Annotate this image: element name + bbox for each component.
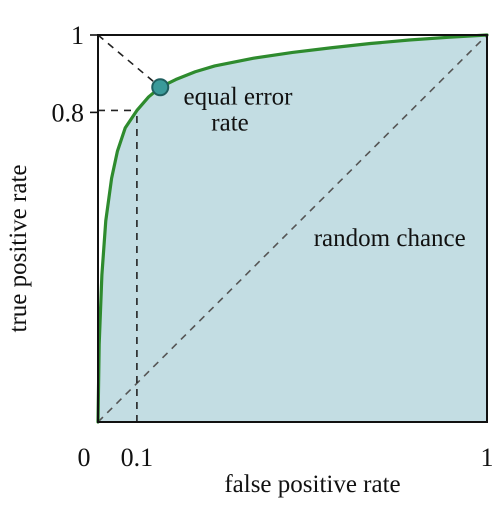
random-chance-line (97, 34, 488, 423)
plot-frame (97, 34, 488, 423)
y-tick-label: 1 (71, 21, 84, 50)
x-tick-label: 0 (78, 443, 91, 472)
annotation-equal-error-rate-line: equal error (184, 84, 294, 111)
annotation-random-chance-line: random chance (314, 225, 466, 252)
plot-area (90, 33, 489, 424)
eer-line (97, 34, 161, 88)
annotation-equal-error-rate: equal error rate (184, 84, 294, 137)
annotation-equal-error-rate-line: rate (211, 110, 248, 137)
x-axis-label: false positive rate (224, 471, 400, 498)
labels-layer: 0.8 1 0 0.1 1 false positive rate true positiv… (5, 21, 494, 498)
x-tick-label: 0.1 (121, 443, 154, 472)
eer-point (151, 78, 170, 97)
annotation-random-chance: random chance (314, 225, 466, 252)
y-axis-label: true positive rate (5, 165, 32, 333)
x-tick-label: 1 (481, 443, 494, 472)
y-tick-label: 0.8 (52, 98, 85, 127)
